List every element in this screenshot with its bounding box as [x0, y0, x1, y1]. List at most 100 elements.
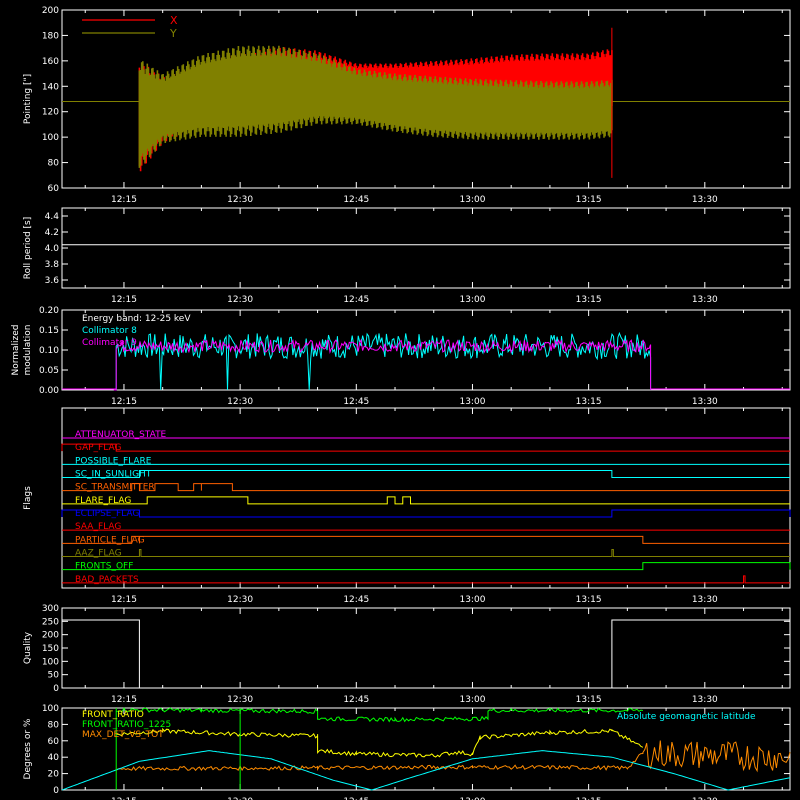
x-tick-label: 12:15 [111, 195, 137, 205]
x-tick-label: 12:30 [227, 295, 253, 305]
y-tick-label: 0.10 [39, 346, 59, 356]
flag-label: GAP_FLAG [75, 443, 121, 453]
y-tick-label: 4.0 [45, 244, 60, 254]
y-tick-label: 3.8 [45, 260, 60, 270]
series-y [138, 45, 613, 168]
y-tick-label: 0.15 [39, 326, 59, 336]
x-tick-label: 12:45 [343, 695, 369, 705]
x-tick-label: 12:45 [343, 595, 369, 605]
flag-label: POSSIBLE_FLARE [75, 456, 152, 466]
x-tick-label: 13:15 [576, 797, 602, 800]
y-axis-label: Pointing ["] [23, 74, 33, 124]
x-tick-label: 12:45 [343, 397, 369, 407]
y-tick-label: 250 [42, 617, 59, 627]
y-axis-label: Normalized [11, 324, 21, 375]
legend-label-rates: FRONT_RATIO [82, 710, 144, 720]
y-axis-label: modulation [23, 325, 33, 376]
x-tick-label: 13:15 [576, 195, 602, 205]
y-axis-label: Roll period [s] [23, 217, 33, 279]
y-tick-label: 20 [48, 770, 60, 780]
flag-label: BAD_PACKETS [75, 575, 139, 585]
y-tick-label: 150 [42, 644, 59, 654]
series-front-ratio [116, 727, 644, 758]
flag-trace-gap-flag [61, 443, 790, 452]
series-front-ratio-1225 [116, 707, 643, 723]
panel-modulation: 12:15 12:30 12:45 13:00 13:15 13:30 0.00 0.05 0.… [11, 306, 791, 407]
series-absolute geomagnetic latitude [61, 750, 791, 791]
y-axis-label: Degrees or % [23, 718, 33, 779]
x-tick-label: 13:00 [459, 397, 485, 407]
flag-label: AAZ_FLAG [75, 549, 122, 559]
y-tick-label: 60 [48, 737, 60, 747]
x-tick-label: 12:30 [227, 195, 253, 205]
y-tick-label: 160 [42, 57, 59, 67]
flag-trace-fronts-off [62, 562, 791, 571]
x-tick-label: 12:30 [227, 695, 253, 705]
y-tick-label: 80 [48, 159, 60, 169]
flag-label: ATTENUATOR_STATE [75, 430, 167, 440]
x-tick-label: 13:00 [459, 695, 485, 705]
flag-label: ECLIPSE_FLAG [75, 509, 139, 519]
y-tick-label: 120 [42, 108, 59, 118]
x-tick-label: 13:00 [459, 195, 485, 205]
flag-label: SAA_FLAG [75, 522, 121, 532]
x-tick-label: 13:15 [576, 397, 602, 407]
legend-label-collimator: Collimator 8 [82, 326, 137, 336]
flag-label: FLARE_FLAG [75, 496, 131, 506]
x-tick-label: 13:15 [576, 595, 602, 605]
y-tick-label: 60 [48, 184, 60, 194]
y-tick-label: 4.2 [45, 228, 59, 238]
energy-band-annotation: Energy band: 12-25 keV [82, 314, 191, 324]
x-tick-label: 12:45 [343, 295, 369, 305]
y-axis-label: Flags [23, 486, 33, 510]
y-tick-label: 80 [48, 720, 60, 730]
legend-label-rates: MAX_DET_VS_TOT [82, 730, 164, 740]
x-tick-label: 13:30 [692, 195, 718, 205]
y-tick-label: 0 [53, 786, 59, 796]
panel-roll: 12:15 12:30 12:45 13:00 13:15 13:30 3.6 3.8 4.0 4… [23, 207, 791, 305]
geomagnetic-latitude-label: Absolute geomagnetic latitude [617, 712, 756, 722]
y-tick-label: 0 [53, 684, 59, 694]
x-tick-label: 13:30 [692, 397, 718, 407]
x-tick-label: 13:30 [692, 695, 718, 705]
flag-trace-flare-flag [62, 496, 790, 505]
flag-label: PARTICLE_FLAG [75, 535, 145, 545]
x-tick-label: 12:45 [343, 797, 369, 800]
x-tick-label: 12:15 [111, 397, 137, 407]
x-tick-label: 13:00 [459, 295, 485, 305]
x-tick-label: 13:30 [692, 295, 718, 305]
y-tick-label: 200 [42, 6, 59, 16]
x-tick-label: 12:30 [227, 595, 253, 605]
plot-frame [61, 9, 791, 189]
x-tick-label: 12:30 [227, 397, 253, 407]
y-tick-label: 200 [42, 631, 59, 641]
x-tick-label: 13:30 [692, 797, 718, 800]
legend-label-x: X [170, 14, 178, 27]
flag-trace-sc-in-sunlight [62, 470, 790, 478]
x-tick-label: 12:15 [111, 295, 137, 305]
y-tick-label: 40 [48, 753, 60, 763]
flag-trace-bad-packets [62, 575, 790, 584]
y-tick-label: 100 [42, 704, 59, 714]
y-tick-label: 3.6 [45, 276, 60, 286]
y-tick-label: 300 [42, 604, 59, 614]
y-tick-label: 0.20 [39, 306, 59, 316]
y-tick-label: 140 [42, 82, 59, 92]
plot-frame [61, 407, 791, 589]
x-tick-label: 12:15 [111, 797, 137, 800]
x-tick-label: 12:45 [343, 195, 369, 205]
panel-flags: 12:15 12:30 12:45 13:00 13:15 13:30 Flags ATTEN… [23, 407, 791, 605]
y-tick-label: 50 [48, 671, 60, 681]
x-tick-label: 13:00 [459, 595, 485, 605]
panel-pointing: 12:15 12:30 12:45 13:00 13:15 13:30 60 80 100 120… [23, 6, 791, 205]
legend-label-collimator: Collimator 9 [82, 338, 137, 348]
flag-label: SC_IN_SUNLIGHT [75, 470, 152, 480]
flag-label: FRONTS_OFF [75, 562, 133, 572]
flag-trace-sc-transmitter [62, 483, 790, 492]
plot-frame [61, 707, 791, 791]
series-max-det-vs-tot [115, 740, 791, 773]
quality-trace [62, 619, 790, 689]
series-collimator-9 [113, 338, 652, 391]
flag-trace-particle-flag [62, 535, 790, 544]
